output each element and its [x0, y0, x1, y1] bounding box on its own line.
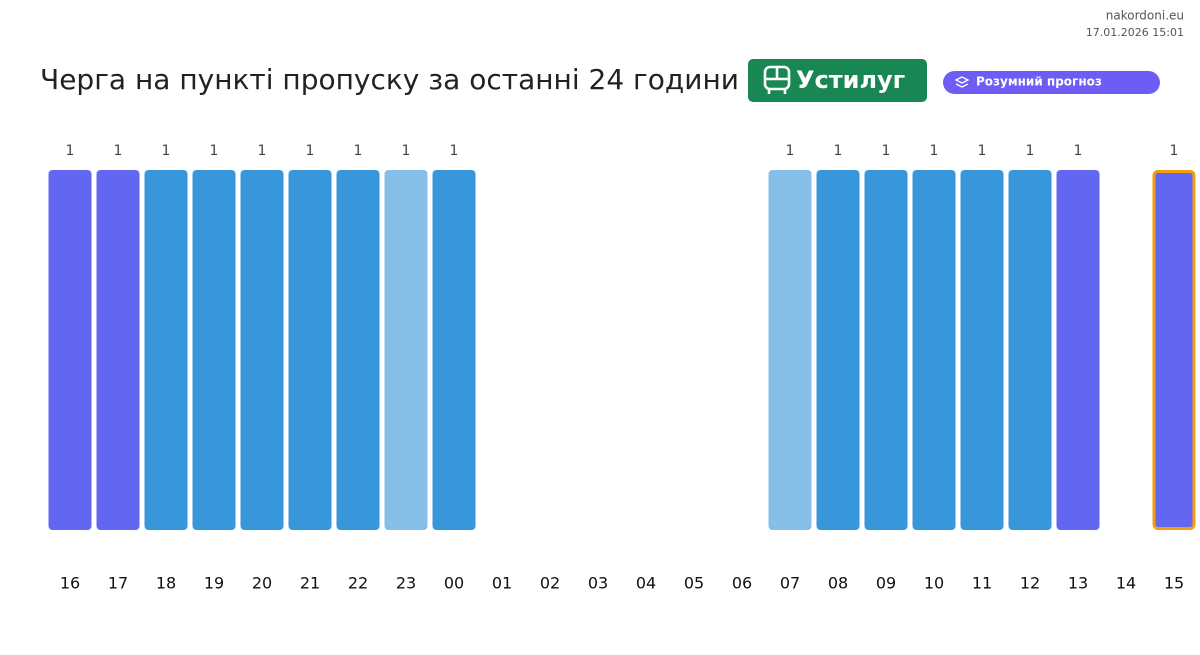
value-label: 1 — [930, 143, 939, 159]
chart-title: Черга на пункті пропуску за останні 24 г… — [40, 63, 739, 96]
bar — [912, 170, 956, 530]
timestamp: 17.01.2026 15:01 — [1086, 26, 1184, 39]
layers-icon — [954, 76, 970, 88]
value-label: 1 — [834, 143, 843, 159]
x-tick-label: 20 — [252, 574, 272, 593]
x-tick-label: 16 — [60, 574, 80, 593]
bar — [432, 170, 476, 530]
x-tick-label: 12 — [1020, 574, 1040, 593]
value-label: 1 — [882, 143, 891, 159]
bar — [1056, 170, 1100, 530]
bar — [384, 170, 428, 530]
x-tick-label: 01 — [492, 574, 512, 593]
x-tick-label: 19 — [204, 574, 224, 593]
x-tick-label: 06 — [732, 574, 752, 593]
value-label: 1 — [1026, 143, 1035, 159]
value-label: 1 — [354, 143, 363, 159]
x-tick-label: 15 — [1164, 574, 1184, 593]
value-label: 1 — [66, 143, 75, 159]
value-label: 1 — [306, 143, 315, 159]
x-tick-label: 13 — [1068, 574, 1088, 593]
value-label: 1 — [402, 143, 411, 159]
site-name: nakordoni.eu — [1106, 9, 1184, 23]
pill-bg — [943, 71, 1160, 94]
x-tick-label: 07 — [780, 574, 800, 593]
x-tick-label: 23 — [396, 574, 416, 593]
value-label: 1 — [786, 143, 795, 159]
x-tick-label: 05 — [684, 574, 704, 593]
x-tick-label: 10 — [924, 574, 944, 593]
x-tick-label: 17 — [108, 574, 128, 593]
bar — [240, 170, 284, 530]
location-badge[interactable]: Устилуг — [748, 59, 927, 102]
value-label: 1 — [258, 143, 267, 159]
value-label: 1 — [162, 143, 171, 159]
value-label: 1 — [978, 143, 987, 159]
bar — [1152, 170, 1196, 530]
x-tick-label: 08 — [828, 574, 848, 593]
x-tick-label: 00 — [444, 574, 464, 593]
x-tick-label: 18 — [156, 574, 176, 593]
badge-label: Устилуг — [796, 66, 905, 94]
bar — [288, 170, 332, 530]
x-tick-label: 09 — [876, 574, 896, 593]
bar — [96, 170, 140, 530]
value-label: 1 — [1074, 143, 1083, 159]
badge-bg — [748, 59, 927, 102]
bar — [144, 170, 188, 530]
x-tick-label: 03 — [588, 574, 608, 593]
x-tick-label: 11 — [972, 574, 992, 593]
x-tick-label: 14 — [1116, 574, 1136, 593]
bar — [192, 170, 236, 530]
value-label: 1 — [450, 143, 459, 159]
pill-label: Розумний прогноз — [976, 75, 1102, 89]
bus-icon — [763, 65, 791, 94]
bar — [1008, 170, 1052, 530]
x-tick-label: 04 — [636, 574, 656, 593]
bar — [48, 170, 92, 530]
forecast-pill[interactable]: Розумний прогноз — [943, 71, 1160, 94]
bar — [864, 170, 908, 530]
value-label: 1 — [210, 143, 219, 159]
bar — [816, 170, 860, 530]
bar — [768, 170, 812, 530]
x-tick-label: 21 — [300, 574, 320, 593]
value-label: 1 — [114, 143, 123, 159]
value-label: 1 — [1170, 143, 1179, 159]
x-tick-label: 22 — [348, 574, 368, 593]
bar — [960, 170, 1004, 530]
bar — [336, 170, 380, 530]
x-tick-label: 02 — [540, 574, 560, 593]
